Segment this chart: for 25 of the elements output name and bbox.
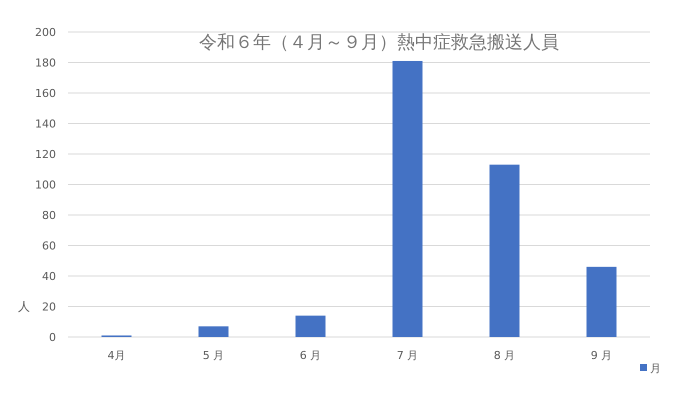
x-tick-label: 8 月 xyxy=(494,349,516,362)
y-tick-label: 100 xyxy=(35,178,56,192)
chart-title: 令和６年（４月～９月）熱中症救急搬送人員 xyxy=(199,32,559,53)
bar xyxy=(296,316,326,337)
y-tick-label: 180 xyxy=(35,56,56,70)
y-tick-label: 20 xyxy=(42,300,56,314)
y-tick-label: 80 xyxy=(42,209,56,222)
x-tick-label: 7 月 xyxy=(396,349,418,362)
x-tick-label: 9 月 xyxy=(590,349,612,362)
legend-label: 月 xyxy=(650,362,661,375)
y-tick-label: 60 xyxy=(42,240,56,252)
x-tick-label: 6 月 xyxy=(300,349,322,362)
y-tick-label: 120 xyxy=(35,148,56,161)
y-tick-label: 160 xyxy=(35,87,56,100)
bar xyxy=(198,326,228,337)
x-tick-label: 5 月 xyxy=(202,349,224,362)
bar xyxy=(490,164,520,337)
y-tick-label: 140 xyxy=(35,118,56,130)
y-tick-label: 200 xyxy=(35,26,56,39)
x-tick-label: 4月 xyxy=(108,349,126,362)
bar xyxy=(586,266,616,337)
y-axis-title: 人 xyxy=(18,300,30,314)
bar xyxy=(392,60,422,337)
y-tick-label: 40 xyxy=(42,270,56,283)
y-tick-label: 0 xyxy=(49,331,56,344)
